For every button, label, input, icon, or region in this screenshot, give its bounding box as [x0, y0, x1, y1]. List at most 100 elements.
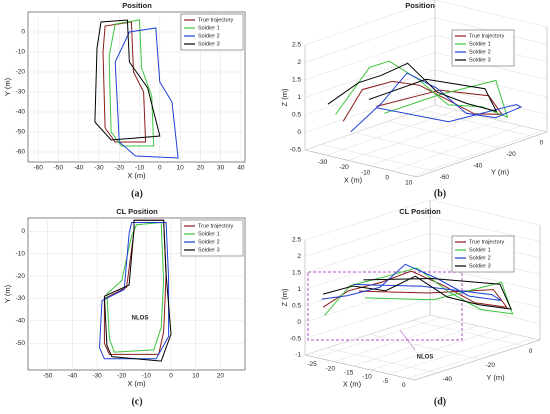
x-tick-label: 0: [385, 174, 389, 181]
grid-line: [391, 125, 522, 172]
x-tick-label: -30: [318, 159, 328, 166]
y-tick-label: -40: [473, 162, 483, 169]
legend-label: Soldier 3: [198, 41, 220, 47]
grid-line: [304, 69, 436, 116]
grid-line: [429, 314, 541, 341]
axis-box: [304, 149, 418, 178]
z-axis-label: Z (m): [280, 288, 289, 306]
panel-caption: (b): [434, 188, 446, 199]
legend: True trajectory Soldier 1 Soldier 2 Soldier…: [451, 235, 515, 273]
x-tick-label: -10: [361, 169, 371, 176]
legend-label: Soldier 1: [198, 231, 220, 237]
x-tick-label: 20: [197, 165, 205, 172]
legend-label: True trajectory: [469, 33, 505, 39]
grid-line: [370, 329, 497, 371]
x-tick-label: -40: [74, 165, 84, 172]
grid-line: [304, 52, 436, 98]
legend-label: Soldier 2: [469, 49, 491, 55]
y-axis-label: Y (m): [491, 167, 510, 176]
legend: True trajectory Soldier 1 Soldier 2 Soldier…: [180, 219, 244, 257]
y-tick-label: -10: [16, 49, 26, 56]
x-tick-label: -30: [94, 165, 104, 172]
legend-label: True trajectory: [198, 223, 234, 229]
y-axis-label: Y (m): [3, 77, 12, 96]
panel-caption: (a): [131, 188, 143, 199]
grid-line: [369, 334, 480, 360]
grid-line: [388, 120, 501, 149]
chart-title: Position: [405, 1, 435, 10]
annotation: NLOS: [417, 355, 434, 361]
grid-line: [304, 232, 431, 274]
x-tick-label: 10: [192, 373, 200, 380]
x-tick-label: 0: [158, 165, 162, 172]
grid-line: [315, 317, 442, 358]
grid-line: [347, 115, 479, 161]
x-tick-label: 10: [405, 180, 413, 187]
trajectory: [322, 275, 512, 310]
x-tick-label: -10: [362, 374, 372, 381]
grid-line: [407, 338, 533, 379]
x-tick-label: -20: [339, 164, 349, 171]
x-tick-label: -10: [135, 165, 145, 172]
x-tick-label: -10: [142, 373, 152, 380]
z-tick-label: 1: [297, 286, 301, 293]
grid-line: [304, 104, 436, 151]
x-tick-label: -15: [344, 370, 354, 377]
grid-line: [354, 132, 468, 160]
grid-line: [412, 130, 543, 177]
z-tick-label: -1: [295, 352, 301, 359]
x-tick-label: -60: [33, 165, 43, 172]
z-tick-label: -0.5: [290, 147, 302, 154]
x-tick-label: -30: [92, 373, 102, 380]
z-tick-label: -0.5: [290, 335, 302, 342]
chart-title: CL Position: [116, 207, 158, 216]
panel-caption: (d): [434, 396, 446, 407]
y-tick-label: 0: [540, 139, 544, 146]
y-axis-label: Y (m): [3, 284, 12, 303]
x-tick-label: -50: [43, 373, 53, 380]
legend-label: Soldier 1: [469, 247, 491, 253]
legend-label: True trajectory: [198, 17, 234, 23]
trajectory: [102, 21, 147, 143]
grid-line: [429, 265, 541, 291]
grid-line: [421, 109, 534, 137]
chart-title: CL Position: [399, 207, 441, 216]
y-tick-label: -30: [16, 89, 26, 96]
y-tick-label: -20: [486, 362, 496, 369]
grid-line: [304, 199, 431, 241]
z-tick-label: 2.5: [292, 237, 301, 244]
grid-line: [434, 0, 548, 28]
x-axis-label: X (m): [343, 379, 362, 388]
x-tick-label: -50: [54, 165, 64, 172]
y-tick-label: -20: [16, 273, 26, 280]
z-tick-label: 1.5: [292, 270, 301, 277]
grid-line: [352, 325, 478, 367]
x-tick-label: -25: [307, 361, 317, 368]
legend-label: Soldier 1: [198, 25, 220, 31]
grid-line: [429, 281, 541, 308]
x-tick-label: -40: [68, 373, 78, 380]
grid-line: [304, 249, 431, 290]
annotation: NLOS: [132, 316, 149, 322]
z-tick-label: 0.5: [292, 302, 301, 309]
grid-line: [304, 298, 431, 339]
chart-title: Position: [122, 1, 152, 10]
z-tick-label: 2: [297, 59, 301, 66]
grid-line: [434, 69, 548, 98]
grid-line: [326, 109, 457, 156]
legend-label: True trajectory: [469, 239, 505, 245]
trajectory: [108, 19, 155, 147]
axis-box: [304, 354, 416, 381]
x-tick-label: -5: [382, 378, 388, 385]
trajectory: [350, 72, 523, 133]
y-tick-label: 0: [21, 228, 25, 235]
y-tick-label: -20: [506, 151, 516, 158]
z-tick-label: 0.5: [292, 112, 301, 119]
y-tick-label: -40: [16, 318, 26, 325]
grid-line: [429, 216, 541, 242]
grid-line: [412, 320, 523, 346]
z-tick-label: 2: [297, 253, 301, 260]
grid-line: [321, 143, 434, 172]
y-tick-label: -40: [16, 109, 26, 116]
